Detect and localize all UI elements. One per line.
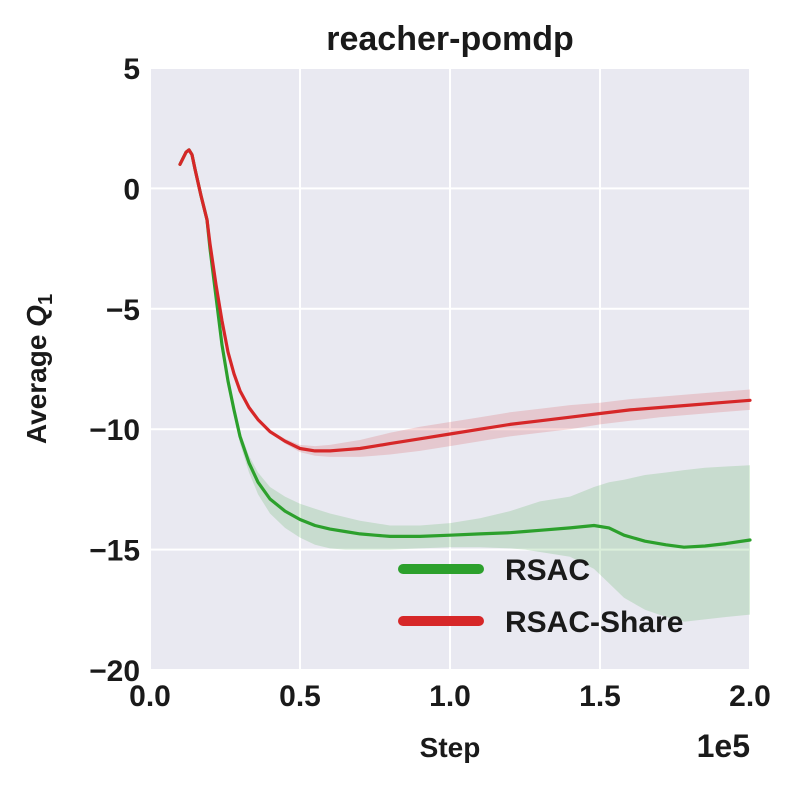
y-axis-label-prefix: Average — [21, 327, 52, 444]
x-tick-label: 0.5 — [279, 680, 321, 713]
y-tick-label: 5 — [123, 53, 140, 86]
x-tick-label: 1.5 — [579, 680, 621, 713]
y-axis-label: Average Q1 — [21, 294, 57, 444]
legend-label: RSAC — [505, 554, 590, 587]
x-tick-label: 1.0 — [429, 680, 471, 713]
legend: RSAC RSAC-Share — [398, 554, 683, 639]
x-tick-label: 2.0 — [729, 680, 771, 713]
series-line-rsac-share — [178, 148, 752, 453]
chart-title: reacher-pomdp — [326, 20, 574, 58]
y-tick-label: −20 — [89, 655, 140, 688]
y-axis-label-sub: 1 — [35, 294, 57, 305]
y-tick-label: −5 — [106, 294, 140, 327]
confidence-band-rsac — [180, 149, 750, 622]
confidence-bands — [180, 149, 750, 622]
y-tick-label: −10 — [89, 414, 140, 447]
y-tick-label: −15 — [89, 535, 140, 568]
y-tick-label: 0 — [123, 173, 140, 206]
x-scale-label: 1e5 — [697, 728, 750, 764]
grid-lines — [149, 67, 751, 671]
x-axis-label: Step — [420, 732, 481, 763]
x-tick-label: 0.0 — [129, 680, 171, 713]
y-tick-labels: 5 0 −5 −10 −15 −20 — [89, 53, 140, 688]
y-axis-label-var: Q — [21, 305, 52, 327]
x-tick-labels: 0.0 0.5 1.0 1.5 2.0 — [129, 680, 771, 713]
series-lines — [178, 148, 752, 549]
legend-label: RSAC-Share — [505, 606, 683, 639]
